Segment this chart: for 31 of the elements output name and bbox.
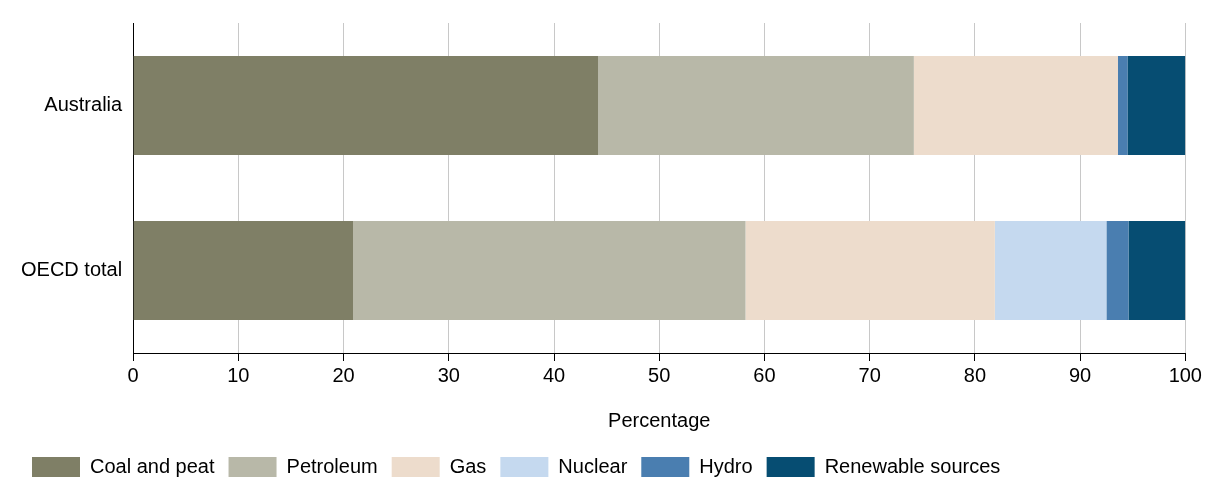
x-tick-label: 90: [1068, 363, 1092, 386]
y-tick-label: OECD total: [20, 258, 123, 281]
x-axis-title: Percentage: [608, 408, 711, 431]
legend-label: Nuclear: [558, 454, 628, 477]
legend-label: Hydro: [699, 454, 753, 477]
bar: [1127, 56, 1186, 155]
bar: [1128, 221, 1186, 320]
x-tick-label: 40: [542, 363, 566, 386]
x-tick-label: 30: [437, 363, 460, 386]
x-tick-label: 80: [963, 363, 987, 386]
legend-label: Gas: [449, 454, 487, 477]
bar: [994, 221, 1107, 320]
x-tick-label: 20: [332, 363, 355, 386]
x-tick-label: 100: [1168, 363, 1202, 386]
bar: [1117, 56, 1128, 155]
bar: [133, 56, 599, 155]
bar: [1106, 221, 1129, 320]
x-tick-label: 60: [753, 363, 776, 386]
bar: [745, 221, 995, 320]
bar: [598, 56, 914, 155]
bar: [133, 221, 354, 320]
y-tick-label: Australia: [44, 93, 124, 116]
bar: [913, 56, 1118, 155]
x-tick-label: 50: [648, 363, 671, 386]
x-tick-label: 0: [127, 363, 139, 386]
legend-label: Renewable sources: [824, 454, 1001, 477]
legend-label: Coal and peat: [90, 454, 215, 477]
x-tick-label: 70: [858, 363, 881, 386]
legend-label: Petroleum: [286, 454, 378, 477]
bar: [353, 221, 746, 320]
x-tick-label: 10: [227, 363, 250, 386]
